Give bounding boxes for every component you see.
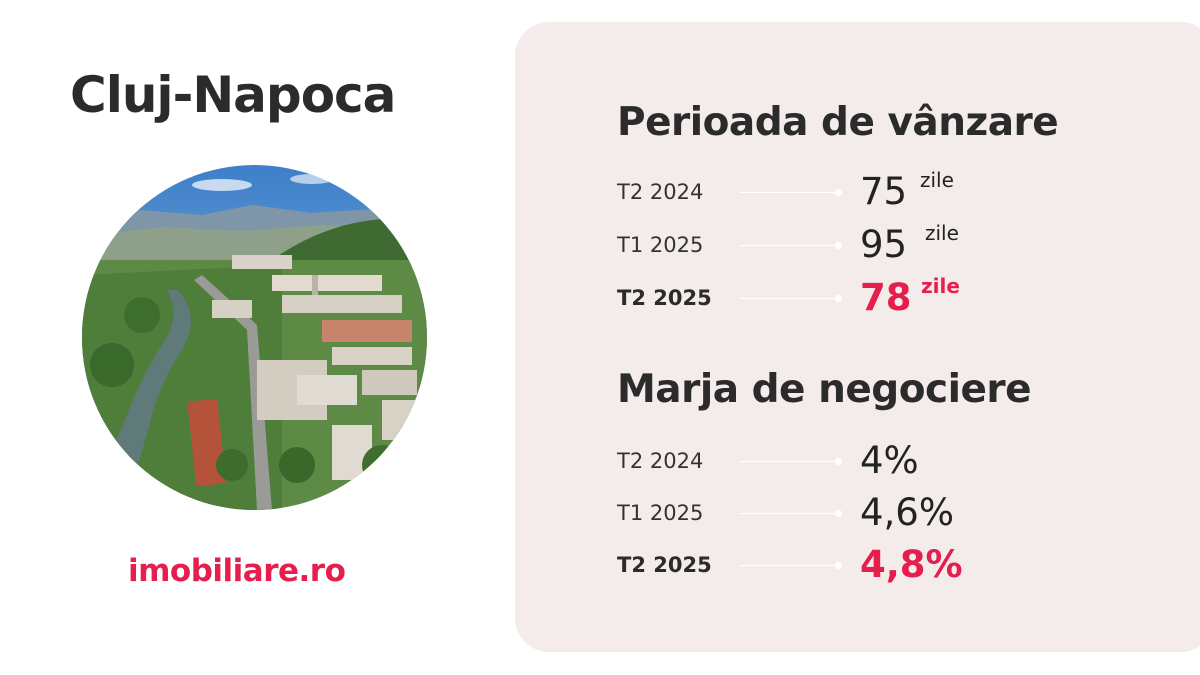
negotiation-margin-value: 4,6% [860, 491, 954, 534]
connector-dot [835, 295, 842, 302]
period-label: T1 2025 [617, 501, 704, 525]
negotiation-margin-row: T2 2024 4% [617, 439, 1157, 482]
connector-dot [835, 189, 842, 196]
period-label: T2 2025 [617, 286, 712, 310]
negotiation-margin-title: Marja de negociere [617, 367, 1032, 412]
sales-period-unit: zile [921, 274, 960, 298]
connector-dot [835, 458, 842, 465]
negotiation-margin-row: T1 2025 4,6% [617, 491, 1157, 534]
period-label: T2 2024 [617, 449, 704, 473]
negotiation-margin-row-current: T2 2025 4,8% [617, 543, 1157, 586]
period-label: T1 2025 [617, 233, 704, 257]
sales-period-row: T1 2025 95 zile [617, 221, 1157, 266]
sales-period-unit: zile [920, 168, 954, 192]
connector-dot [835, 242, 842, 249]
connector-line [739, 245, 839, 246]
negotiation-margin-value: 4% [860, 439, 919, 482]
negotiation-margin-value: 4,8% [860, 543, 963, 586]
connector-line [739, 565, 839, 566]
imobiliare-logo[interactable]: imobiliare.ro [128, 553, 346, 589]
connector-line [739, 192, 839, 193]
connector-dot [835, 510, 842, 517]
connector-dot [835, 562, 842, 569]
city-title: Cluj-Napoca [70, 66, 396, 124]
sales-period-value: 95 [860, 223, 908, 266]
sales-period-title: Perioada de vânzare [617, 100, 1059, 145]
sales-period-row: T2 2024 75 zile [617, 168, 1157, 213]
connector-line [739, 298, 839, 299]
sales-period-value: 75 [860, 170, 908, 213]
sales-period-value: 78 [860, 276, 912, 319]
period-label: T2 2025 [617, 553, 712, 577]
city-aerial-illustration [82, 165, 427, 510]
connector-line [739, 513, 839, 514]
sales-period-unit: zile [925, 221, 959, 245]
connector-line [739, 461, 839, 462]
sales-period-row-current: T2 2025 78 zile [617, 274, 1157, 319]
city-aerial-photo [82, 165, 427, 510]
stats-panel [515, 22, 1200, 652]
period-label: T2 2024 [617, 180, 704, 204]
